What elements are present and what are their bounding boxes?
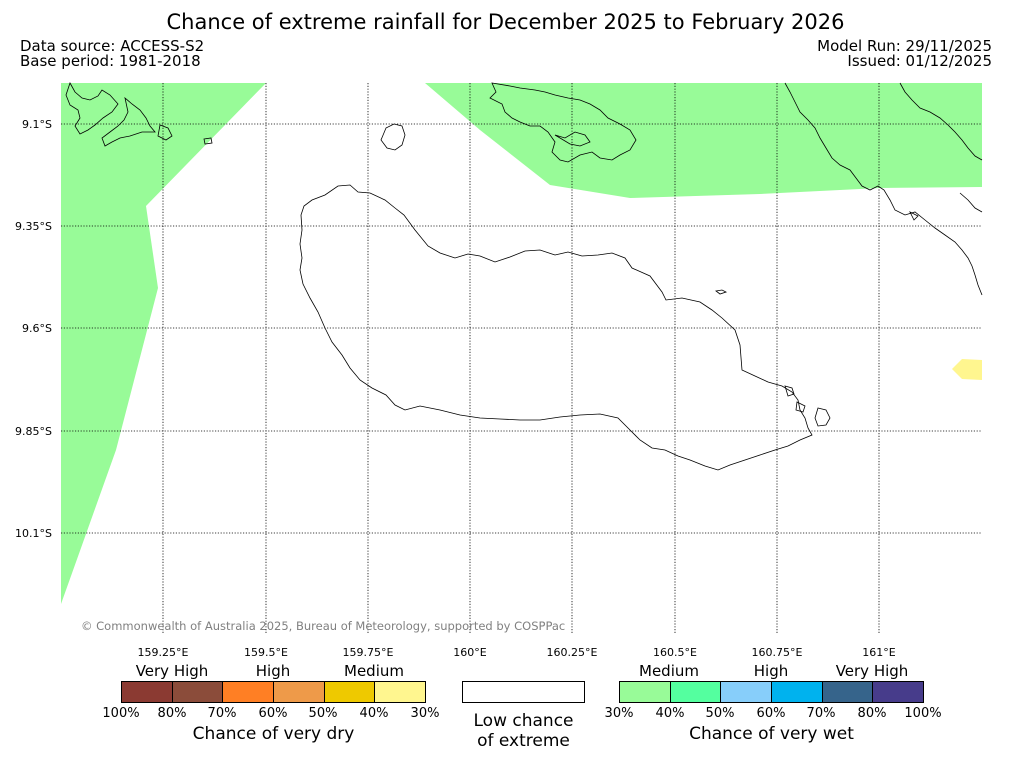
low-chance-line1: Low chance: [473, 711, 574, 731]
low-chance-line2: of extreme: [477, 731, 570, 751]
wet-swatch: [873, 682, 924, 702]
dry-swatch: [324, 682, 376, 702]
dry-tick: 100%: [102, 706, 140, 721]
dry-tick: 40%: [359, 706, 389, 721]
guadalcanal-coast: [299, 184, 813, 471]
wet-region-west: [61, 83, 266, 604]
lat-label: 9.6°S: [22, 322, 52, 335]
dry-swatch: [375, 682, 426, 702]
source-info: Data source: ACCESS-S2 Base period: 1981…: [20, 39, 204, 69]
malaita-north-coast: [899, 82, 983, 161]
wet-swatch: [772, 682, 823, 702]
wet-swatch: [822, 682, 874, 702]
lon-label: 159.75°E: [342, 646, 394, 659]
lat-label: 9.35°S: [15, 220, 52, 233]
wet-caption: Chance of very wet: [689, 724, 854, 744]
map-canvas: [61, 82, 983, 634]
lon-label: 160°E: [453, 646, 487, 659]
dry-category-label: Very High: [135, 662, 209, 680]
lon-label: 160.5°E: [653, 646, 697, 659]
lat-label: 9.1°S: [22, 118, 52, 131]
dry-category-label: Medium: [344, 662, 404, 680]
wet-colorbar: [619, 681, 924, 703]
base-period: Base period: 1981-2018: [20, 52, 201, 70]
wet-tick: 80%: [857, 706, 887, 721]
wet-category-label: Medium: [639, 662, 699, 680]
wet-tick: 70%: [806, 706, 836, 721]
dry-region-east: [952, 359, 982, 380]
lon-label: 159.5°E: [244, 646, 288, 659]
wet-tick: 40%: [655, 706, 685, 721]
wet-category-label: Very High: [835, 662, 909, 680]
wet-swatch: [670, 682, 722, 702]
dry-colorbar: [121, 681, 426, 703]
east-islets: [909, 192, 983, 221]
dry-swatch: [274, 682, 325, 702]
malaita-coast: [784, 82, 983, 296]
dry-tick: 30%: [410, 706, 440, 721]
dry-tick: 70%: [207, 706, 237, 721]
small-islet: [715, 289, 728, 295]
wet-tick: 50%: [705, 706, 735, 721]
dry-swatch: [223, 682, 275, 702]
guadalcanal-east-islets: [784, 385, 831, 427]
lon-label: 160.75°E: [751, 646, 803, 659]
run-info: Model Run: 29/11/2025 Issued: 01/12/2025: [817, 39, 992, 69]
dry-swatch: [172, 682, 224, 702]
dry-tick: 50%: [308, 706, 338, 721]
dry-category-label: High: [255, 662, 291, 680]
wet-regions: [61, 83, 982, 604]
dry-caption: Chance of very dry: [192, 724, 355, 744]
wet-region-north: [425, 83, 982, 198]
map-grid: [61, 83, 982, 634]
issued-date: Issued: 01/12/2025: [847, 52, 992, 70]
wet-tick: 30%: [604, 706, 634, 721]
copyright-notice: © Commonwealth of Australia 2025, Bureau…: [81, 619, 566, 633]
low-chance-caption: Low chance of extreme: [452, 711, 595, 751]
lon-label: 160.25°E: [546, 646, 598, 659]
dry-swatch: [122, 682, 173, 702]
wet-swatch: [620, 682, 671, 702]
model-run: Model Run: 29/11/2025: [817, 37, 992, 55]
russell-islands-coast: [65, 82, 213, 147]
data-source: Data source: ACCESS-S2: [20, 37, 205, 55]
wet-tick: 100%: [904, 706, 942, 721]
map-title: Chance of extreme rainfall for December …: [166, 10, 845, 34]
dry-tick: 60%: [258, 706, 288, 721]
lon-label: 161°E: [862, 646, 896, 659]
dry-tick: 80%: [157, 706, 187, 721]
wet-swatch: [721, 682, 773, 702]
lat-label: 10.1°S: [15, 527, 52, 540]
lon-label: 159.25°E: [137, 646, 189, 659]
lat-label: 9.85°S: [15, 425, 52, 438]
wet-category-label: High: [753, 662, 789, 680]
florida-islands-coast: [489, 82, 637, 163]
coastlines: [65, 82, 983, 471]
low-chance-swatch: [462, 681, 585, 703]
savo-island-coast: [380, 123, 406, 151]
wet-tick: 60%: [756, 706, 786, 721]
